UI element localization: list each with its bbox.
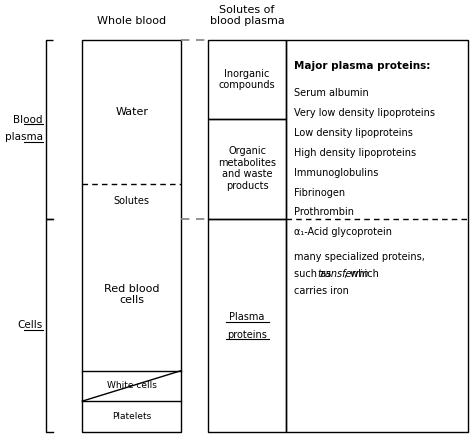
Text: Low density lipoproteins: Low density lipoproteins — [294, 128, 413, 137]
Text: Solutes: Solutes — [114, 196, 150, 206]
Text: transferrin: transferrin — [318, 269, 369, 279]
Text: plasma: plasma — [5, 132, 43, 142]
Text: Very low density lipoproteins: Very low density lipoproteins — [294, 107, 436, 118]
Text: Red blood
cells: Red blood cells — [104, 284, 159, 306]
Text: Immunoglobulins: Immunoglobulins — [294, 168, 379, 178]
Text: White cells: White cells — [107, 381, 156, 390]
Text: Major plasma proteins:: Major plasma proteins: — [294, 61, 431, 70]
Text: Plasma: Plasma — [229, 312, 265, 322]
Text: High density lipoproteins: High density lipoproteins — [294, 148, 417, 157]
Text: many specialized proteins,: many specialized proteins, — [294, 252, 425, 262]
Text: Platelets: Platelets — [112, 412, 151, 421]
Text: such as: such as — [294, 269, 335, 279]
Text: Water: Water — [115, 107, 148, 117]
Text: carries iron: carries iron — [294, 286, 349, 296]
Text: Solutes of
blood plasma: Solutes of blood plasma — [210, 5, 284, 26]
Text: Organic
metabolites
and waste
products: Organic metabolites and waste products — [218, 146, 276, 191]
Text: Prothrombin: Prothrombin — [294, 207, 355, 218]
Text: Whole blood: Whole blood — [97, 17, 166, 26]
Text: Serum albumin: Serum albumin — [294, 87, 369, 98]
Text: Blood: Blood — [13, 115, 43, 125]
Text: Fibrinogen: Fibrinogen — [294, 187, 346, 198]
Text: α₁-Acid glycoprotein: α₁-Acid glycoprotein — [294, 227, 392, 237]
Text: Cells: Cells — [18, 320, 43, 330]
Text: proteins: proteins — [227, 330, 267, 340]
Text: Inorganic
compounds: Inorganic compounds — [219, 69, 275, 90]
Text: , which: , which — [344, 269, 379, 279]
